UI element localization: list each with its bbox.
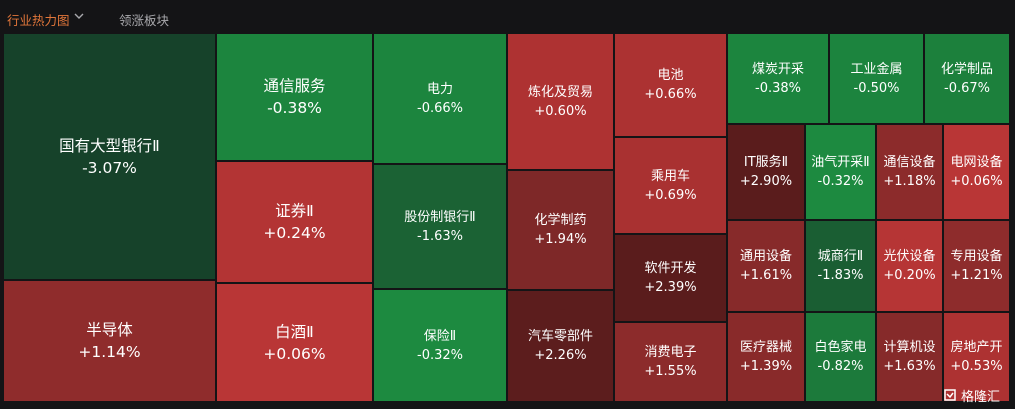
cell-change: +2.90%	[739, 174, 793, 189]
heatmap-cell[interactable]: 电池 +0.66%	[614, 33, 727, 137]
cell-name: 医疗器械	[739, 340, 792, 355]
cell-name: 房地产开	[950, 340, 1003, 355]
heatmap-cell[interactable]: 软件开发 +2.39%	[614, 234, 727, 322]
cell-name: 乘用车	[650, 168, 690, 184]
cell-name: 城商行Ⅱ	[817, 249, 864, 264]
cell-change: -0.50%	[853, 80, 900, 96]
cell-change: +1.39%	[739, 359, 793, 374]
watermark-text: 格隆汇	[961, 389, 1001, 405]
heatmap-cell[interactable]: 化学制药 +1.94%	[507, 170, 614, 290]
cell-change: +0.66%	[644, 87, 697, 102]
cell-change: -0.32%	[417, 347, 463, 363]
heatmap-cell[interactable]: 油气开采Ⅱ -0.32%	[805, 124, 876, 220]
tab-leading-sectors[interactable]: 领涨板块	[119, 13, 170, 28]
cell-name: 炼化及贸易	[527, 84, 593, 100]
heatmap-cell[interactable]: 白酒Ⅱ +0.06%	[216, 283, 373, 402]
gelonghui-watermark: 格隆汇	[942, 384, 1012, 406]
heatmap-cell[interactable]: 电力 -0.66%	[373, 33, 507, 164]
cell-name: IT服务Ⅱ	[743, 155, 789, 170]
cell-change: +0.24%	[263, 224, 326, 242]
cell-name: 电力	[426, 81, 453, 97]
cell-change: +0.20%	[883, 268, 936, 283]
heatmap-cell[interactable]: 国有大型银行Ⅱ -3.07%	[3, 33, 216, 280]
heatmap-cell[interactable]: 汽车零部件 +2.26%	[507, 290, 614, 402]
heatmap-cell[interactable]: 电网设备 +0.06%	[943, 124, 1010, 220]
cell-change: +2.26%	[534, 348, 587, 363]
cell-name: 白色家电	[814, 340, 867, 355]
cell-change: -0.67%	[944, 80, 990, 96]
heatmap-cell[interactable]: 炼化及贸易 +0.60%	[507, 33, 614, 170]
cell-change: -0.66%	[417, 100, 463, 116]
heatmap-cell[interactable]: 证券Ⅱ +0.24%	[216, 161, 373, 283]
heatmap-cell[interactable]: IT服务Ⅱ +2.90%	[727, 124, 805, 220]
heatmap-cell[interactable]: 光伏设备 +0.20%	[876, 220, 943, 312]
cell-name: 证券Ⅱ	[275, 202, 314, 220]
cell-change: -3.07%	[82, 158, 137, 177]
cell-change: +0.06%	[950, 174, 1003, 189]
heatmap-cell[interactable]: 城商行Ⅱ -1.83%	[805, 220, 876, 312]
cell-change: +2.39%	[644, 280, 697, 295]
chevron-down-icon[interactable]	[72, 9, 86, 23]
cell-name: 化学制品	[940, 61, 993, 77]
cell-change: +0.53%	[950, 359, 1003, 374]
cell-change: +1.18%	[883, 174, 936, 189]
heatmap-cell[interactable]: 计算机设 +1.63%	[876, 312, 943, 402]
heatmap-cell[interactable]: 乘用车 +0.69%	[614, 137, 727, 234]
heatmap-cell[interactable]: 工业金属 -0.50%	[829, 33, 924, 124]
cell-change: +1.21%	[950, 268, 1003, 283]
cell-change: -1.63%	[417, 228, 463, 244]
cell-name: 专用设备	[950, 249, 1003, 264]
cell-change: +0.69%	[644, 187, 697, 203]
cell-name: 通用设备	[739, 249, 792, 264]
heatmap-cell[interactable]: 白色家电 -0.82%	[805, 312, 876, 402]
cell-name: 保险Ⅱ	[423, 328, 457, 344]
cell-change: +1.14%	[78, 343, 141, 361]
cell-name: 油气开采Ⅱ	[811, 155, 870, 170]
heatmap-cell[interactable]: 房地产开 +0.53%	[943, 312, 1010, 402]
heatmap-cell[interactable]: 半导体 +1.14%	[3, 280, 216, 402]
cell-change: -0.32%	[817, 174, 864, 189]
heatmap-cell[interactable]: 消费电子 +1.55%	[614, 322, 727, 402]
cell-name: 国有大型银行Ⅱ	[59, 136, 160, 155]
cell-name: 股份制银行Ⅱ	[404, 209, 476, 225]
cell-change: -0.38%	[267, 99, 322, 117]
heatmap-cell[interactable]: 股份制银行Ⅱ -1.63%	[373, 164, 507, 289]
cell-change: -0.38%	[755, 80, 801, 96]
heatmap-cell[interactable]: 保险Ⅱ -0.32%	[373, 289, 507, 402]
cell-change: -1.83%	[817, 268, 864, 283]
cell-name: 通信设备	[883, 155, 936, 170]
cell-name: 通信服务	[263, 77, 326, 95]
cell-name: 电网设备	[950, 155, 1003, 170]
heatmap-cell[interactable]: 医疗器械 +1.39%	[727, 312, 805, 402]
heatmap-cell[interactable]: 通信服务 -0.38%	[216, 33, 373, 161]
cell-name: 白酒Ⅱ	[275, 322, 314, 341]
cell-name: 软件开发	[644, 261, 697, 276]
cell-name: 半导体	[86, 321, 133, 339]
cell-name: 计算机设	[883, 340, 936, 355]
cell-name: 煤炭开采	[751, 61, 804, 77]
cell-name: 化学制药	[534, 213, 587, 228]
cell-name: 电池	[657, 68, 684, 83]
cell-name: 光伏设备	[883, 249, 936, 264]
heatmap-cell[interactable]: 专用设备 +1.21%	[943, 220, 1010, 312]
cell-name: 消费电子	[644, 345, 697, 360]
heatmap-cell[interactable]: 通信设备 +1.18%	[876, 124, 943, 220]
cell-change: +1.61%	[739, 268, 793, 283]
heatmap-cell[interactable]: 通用设备 +1.61%	[727, 220, 805, 312]
heatmap-cell[interactable]: 煤炭开采 -0.38%	[727, 33, 829, 124]
cell-name: 汽车零部件	[527, 329, 593, 344]
heatmap-cell[interactable]: 化学制品 -0.67%	[924, 33, 1010, 124]
tab-industry-heatmap[interactable]: 行业热力图	[7, 13, 70, 28]
cell-change: +1.55%	[644, 364, 697, 379]
cell-change: +1.94%	[534, 232, 587, 247]
cell-change: +0.06%	[263, 344, 326, 363]
gelonghui-logo-icon	[944, 389, 956, 401]
tab-bar: 行业热力图 领涨板块	[0, 0, 1015, 34]
cell-name: 工业金属	[850, 61, 903, 77]
cell-change: -0.82%	[817, 359, 864, 374]
cell-change: +1.63%	[883, 359, 936, 374]
cell-change: +0.60%	[534, 103, 587, 119]
